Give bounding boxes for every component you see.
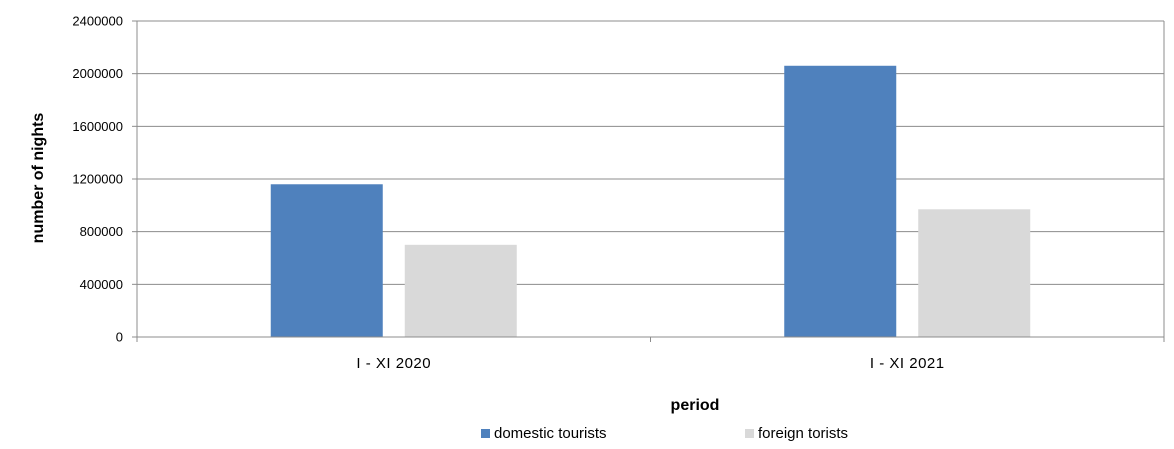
bar-domestic-tourists-0 xyxy=(270,184,383,337)
bars xyxy=(270,65,1031,338)
y-tick-label: 400000 xyxy=(80,277,123,292)
legend-swatch xyxy=(481,429,490,438)
y-tick-labels: 0 400000 800000 1200000 1600000 2000000 240000… xyxy=(72,14,123,345)
x-tick-labels: I - XI 2020 I - XI 2021 xyxy=(356,355,944,372)
bar-foreign-torists-1 xyxy=(918,209,1031,337)
x-tick-label: I - XI 2021 xyxy=(870,355,945,372)
x-tick-label: I - XI 2020 xyxy=(356,355,431,372)
bar-foreign-torists-0 xyxy=(404,244,517,337)
bar-domestic-tourists-1 xyxy=(784,65,897,338)
y-tick-label: 2000000 xyxy=(72,66,123,81)
y-tick-label: 1600000 xyxy=(72,119,123,134)
y-tick-label: 800000 xyxy=(80,224,123,239)
y-axis-title: number of nights xyxy=(30,113,47,244)
axes xyxy=(132,20,1165,342)
y-tick-label: 2400000 xyxy=(72,14,123,29)
x-axis-title: period xyxy=(671,397,720,414)
legend-swatch xyxy=(745,429,754,438)
legend: domestic tourists foreign torists xyxy=(481,425,848,442)
legend-entry: foreign torists xyxy=(758,425,848,442)
legend-entry: domestic tourists xyxy=(494,425,607,442)
y-tick-label: 1200000 xyxy=(72,172,123,187)
y-tick-label: 0 xyxy=(116,330,123,345)
